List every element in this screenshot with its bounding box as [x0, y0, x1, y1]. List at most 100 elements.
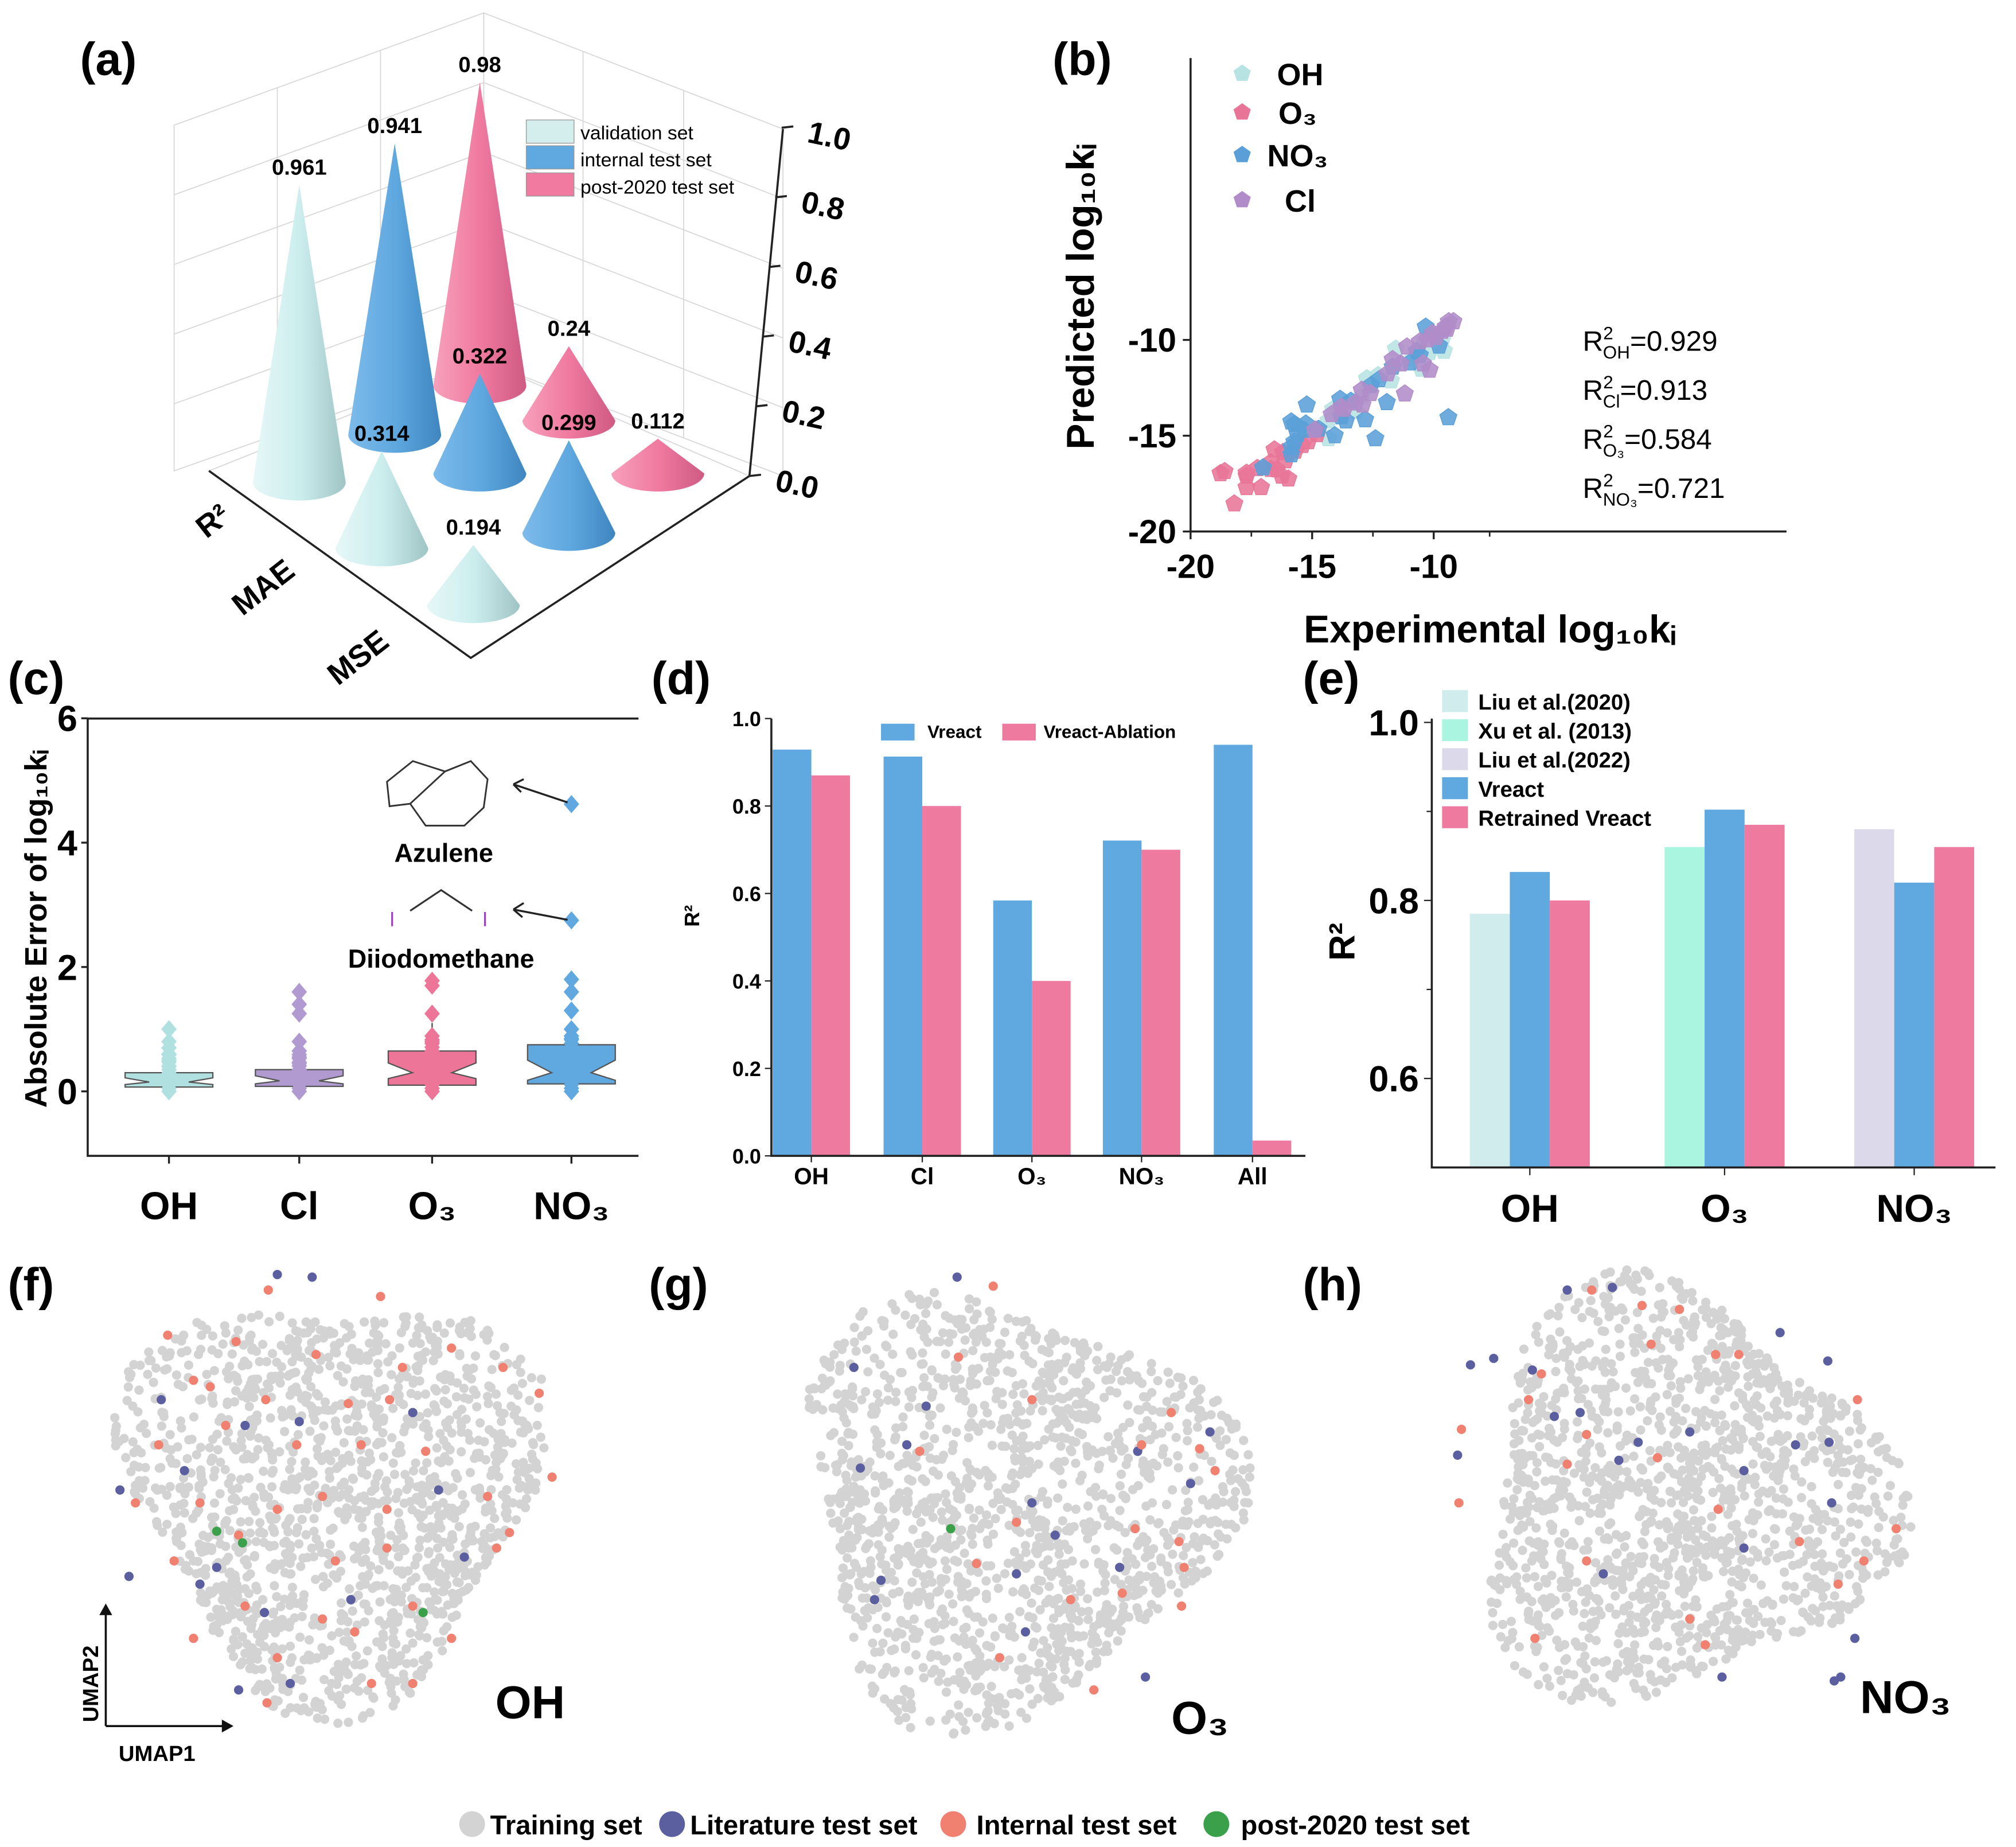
training-point: [960, 1335, 970, 1345]
training-point: [1060, 1559, 1070, 1569]
training-point: [194, 1483, 204, 1493]
training-point: [1697, 1516, 1706, 1526]
training-point: [1587, 1361, 1597, 1371]
category-label-mse: MSE: [321, 624, 395, 692]
training-point: [1679, 1572, 1689, 1582]
training-point: [1676, 1620, 1686, 1630]
training-point: [869, 1353, 879, 1363]
training-point: [1748, 1529, 1758, 1538]
training-point: [1538, 1506, 1548, 1516]
training-point: [516, 1354, 525, 1364]
training-point: [828, 1403, 838, 1413]
training-point: [973, 1612, 982, 1622]
training-point: [1239, 1515, 1249, 1525]
back-wall-right: [483, 12, 784, 477]
bar-Vreact-O₃: [1705, 809, 1745, 1168]
training-point: [1569, 1606, 1578, 1616]
training-point: [396, 1597, 406, 1607]
training-point: [962, 1474, 972, 1483]
training-point: [1041, 1598, 1051, 1608]
training-point: [1111, 1520, 1121, 1530]
training-point: [849, 1632, 859, 1642]
training-point: [132, 1444, 142, 1454]
training-point: [1075, 1364, 1086, 1374]
point-internal-test-set: [483, 1491, 493, 1501]
training-point: [259, 1621, 269, 1631]
training-point: [1659, 1307, 1669, 1317]
training-point: [1042, 1649, 1052, 1659]
training-point: [1539, 1560, 1549, 1569]
training-point: [1856, 1454, 1866, 1464]
training-point: [946, 1517, 956, 1526]
training-point: [1087, 1628, 1097, 1638]
training-point: [1090, 1483, 1101, 1493]
point-internal-test-set: [1562, 1459, 1572, 1469]
training-point: [438, 1587, 447, 1596]
training-point: [1533, 1581, 1543, 1591]
training-point: [402, 1372, 412, 1382]
training-point: [357, 1513, 366, 1523]
training-point: [1147, 1498, 1157, 1508]
training-point: [1709, 1657, 1718, 1666]
outlier-diamond: [563, 1027, 579, 1045]
training-point: [1116, 1470, 1126, 1479]
training-point: [1034, 1545, 1043, 1554]
training-point: [963, 1559, 973, 1569]
training-point: [486, 1499, 496, 1509]
training-point: [209, 1587, 219, 1596]
panel-g-umap: [804, 1272, 1255, 1739]
training-point: [1725, 1346, 1734, 1356]
training-point: [1238, 1465, 1248, 1475]
training-point: [968, 1635, 977, 1645]
training-point: [817, 1384, 826, 1394]
training-point: [313, 1499, 322, 1509]
training-point: [1698, 1377, 1708, 1388]
training-point: [918, 1572, 929, 1582]
point-internal-test-set: [366, 1678, 376, 1689]
training-point: [285, 1464, 295, 1474]
training-point: [879, 1316, 889, 1326]
training-point: [1853, 1416, 1863, 1425]
training-point: [1168, 1549, 1177, 1559]
training-point: [1805, 1542, 1815, 1552]
training-point: [1577, 1313, 1587, 1323]
legend-marker: [1233, 146, 1251, 162]
bar-Vreact-Cl: [883, 757, 923, 1156]
training-point: [435, 1429, 445, 1439]
training-point: [1682, 1633, 1691, 1643]
training-point: [1188, 1375, 1199, 1385]
training-point: [871, 1585, 880, 1595]
training-point: [844, 1441, 853, 1451]
training-point: [1008, 1587, 1018, 1597]
training-point: [1693, 1362, 1703, 1371]
training-point: [466, 1523, 476, 1533]
training-point: [340, 1615, 349, 1624]
training-point: [360, 1572, 370, 1582]
training-point: [1885, 1480, 1896, 1491]
training-point: [1081, 1385, 1091, 1395]
training-point: [434, 1518, 444, 1528]
training-point: [1527, 1494, 1537, 1503]
y-tick-label: 2: [57, 948, 77, 988]
training-point: [1608, 1580, 1618, 1590]
training-point: [839, 1413, 849, 1423]
training-point: [1615, 1339, 1625, 1349]
training-point: [1156, 1581, 1166, 1591]
training-point: [196, 1588, 205, 1597]
training-point: [1066, 1610, 1075, 1619]
training-point: [1837, 1600, 1847, 1610]
training-point: [418, 1583, 428, 1593]
training-point: [1689, 1448, 1699, 1458]
training-point: [349, 1505, 359, 1514]
training-point: [1666, 1498, 1676, 1508]
y-tick-label: 1.0: [732, 707, 761, 731]
training-point: [1037, 1345, 1047, 1354]
training-point: [350, 1410, 360, 1420]
training-point: [1632, 1668, 1642, 1678]
training-point: [1054, 1593, 1063, 1603]
training-point: [1004, 1612, 1014, 1622]
training-point: [1855, 1595, 1865, 1605]
training-point: [857, 1660, 867, 1670]
training-point: [196, 1595, 205, 1605]
training-point: [419, 1466, 428, 1476]
